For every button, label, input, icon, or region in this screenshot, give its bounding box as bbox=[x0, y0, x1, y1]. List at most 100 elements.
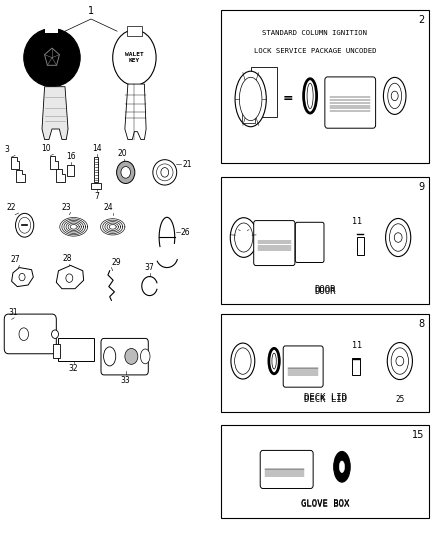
Ellipse shape bbox=[389, 224, 407, 251]
Ellipse shape bbox=[18, 217, 31, 233]
Text: 21: 21 bbox=[182, 160, 191, 169]
Ellipse shape bbox=[383, 77, 406, 115]
Text: 25: 25 bbox=[395, 395, 404, 404]
Ellipse shape bbox=[19, 273, 25, 281]
Text: 11: 11 bbox=[352, 216, 361, 225]
Ellipse shape bbox=[269, 349, 279, 374]
Ellipse shape bbox=[231, 343, 255, 379]
Polygon shape bbox=[42, 87, 68, 140]
Ellipse shape bbox=[304, 79, 317, 113]
Ellipse shape bbox=[156, 164, 173, 181]
Text: 20: 20 bbox=[117, 149, 127, 158]
Ellipse shape bbox=[339, 461, 345, 473]
FancyBboxPatch shape bbox=[283, 346, 323, 387]
Text: LOCK SERVICE PACKAGE UNCODED: LOCK SERVICE PACKAGE UNCODED bbox=[254, 48, 376, 54]
Ellipse shape bbox=[307, 83, 313, 109]
FancyBboxPatch shape bbox=[53, 344, 60, 358]
Ellipse shape bbox=[121, 166, 131, 178]
Text: STANDARD COLUMN IGNITION: STANDARD COLUMN IGNITION bbox=[262, 30, 367, 36]
Text: 28: 28 bbox=[62, 254, 72, 263]
FancyBboxPatch shape bbox=[127, 26, 142, 36]
Bar bbox=[352, 358, 360, 375]
Text: 32: 32 bbox=[69, 365, 78, 373]
Polygon shape bbox=[125, 84, 146, 140]
Text: 15: 15 bbox=[412, 431, 424, 440]
Text: DECK LID: DECK LID bbox=[304, 393, 347, 402]
Bar bbox=[357, 237, 364, 255]
FancyBboxPatch shape bbox=[254, 221, 295, 265]
Text: =: = bbox=[283, 92, 294, 106]
Ellipse shape bbox=[104, 347, 116, 366]
Bar bbox=[95, 157, 99, 182]
Bar bbox=[242, 113, 255, 123]
Bar bbox=[91, 183, 102, 189]
Bar bbox=[221, 314, 429, 412]
Ellipse shape bbox=[161, 167, 169, 177]
Bar bbox=[251, 67, 277, 117]
Ellipse shape bbox=[391, 348, 409, 374]
Text: DOOR: DOOR bbox=[314, 287, 336, 296]
Bar bbox=[221, 425, 429, 518]
Text: 27: 27 bbox=[10, 255, 20, 264]
Text: 26: 26 bbox=[181, 228, 191, 237]
Text: DOOR: DOOR bbox=[314, 285, 336, 294]
Bar bbox=[221, 10, 429, 164]
Ellipse shape bbox=[396, 356, 404, 366]
FancyBboxPatch shape bbox=[325, 77, 376, 128]
Text: 33: 33 bbox=[121, 376, 131, 385]
Text: 11: 11 bbox=[352, 341, 361, 350]
Text: WALET
KEY: WALET KEY bbox=[125, 52, 144, 63]
Polygon shape bbox=[57, 265, 84, 289]
Ellipse shape bbox=[153, 160, 177, 185]
Text: 3: 3 bbox=[5, 146, 10, 155]
Text: 31: 31 bbox=[9, 308, 18, 317]
Text: 2: 2 bbox=[418, 15, 424, 25]
FancyBboxPatch shape bbox=[260, 450, 313, 488]
Ellipse shape bbox=[388, 83, 402, 109]
Ellipse shape bbox=[52, 330, 59, 338]
Polygon shape bbox=[50, 156, 59, 168]
FancyBboxPatch shape bbox=[295, 222, 324, 262]
Text: 16: 16 bbox=[66, 152, 75, 161]
Polygon shape bbox=[16, 170, 25, 182]
Ellipse shape bbox=[235, 348, 251, 374]
Text: 9: 9 bbox=[418, 182, 424, 192]
Ellipse shape bbox=[230, 217, 257, 257]
Ellipse shape bbox=[334, 451, 350, 482]
Text: 23: 23 bbox=[61, 203, 71, 212]
Ellipse shape bbox=[235, 71, 266, 127]
Text: GLOVE BOX: GLOVE BOX bbox=[301, 499, 350, 508]
Ellipse shape bbox=[141, 349, 150, 364]
Ellipse shape bbox=[385, 219, 411, 256]
Bar bbox=[67, 165, 74, 175]
Polygon shape bbox=[12, 268, 33, 287]
Text: 14: 14 bbox=[92, 144, 102, 154]
Bar bbox=[242, 90, 255, 100]
Text: 37: 37 bbox=[145, 263, 155, 272]
Bar bbox=[46, 23, 59, 33]
Text: 1: 1 bbox=[88, 6, 94, 16]
Ellipse shape bbox=[235, 223, 253, 252]
Bar bbox=[221, 176, 429, 303]
Text: DECK LID: DECK LID bbox=[304, 395, 347, 404]
Text: 29: 29 bbox=[112, 257, 121, 266]
Text: 24: 24 bbox=[103, 203, 113, 212]
Ellipse shape bbox=[19, 328, 28, 341]
Ellipse shape bbox=[117, 161, 135, 183]
Text: 22: 22 bbox=[7, 203, 16, 212]
Ellipse shape bbox=[240, 77, 262, 120]
Ellipse shape bbox=[394, 233, 402, 243]
Polygon shape bbox=[57, 169, 65, 182]
Ellipse shape bbox=[24, 29, 80, 87]
FancyBboxPatch shape bbox=[4, 314, 57, 354]
Ellipse shape bbox=[66, 274, 73, 282]
Ellipse shape bbox=[391, 91, 398, 101]
Ellipse shape bbox=[15, 213, 34, 237]
Bar bbox=[59, 338, 94, 361]
Text: 7: 7 bbox=[94, 192, 99, 201]
Ellipse shape bbox=[272, 353, 276, 369]
Text: 8: 8 bbox=[418, 319, 424, 329]
Text: GLOVE BOX: GLOVE BOX bbox=[301, 500, 350, 509]
Ellipse shape bbox=[113, 30, 156, 85]
Text: 10: 10 bbox=[42, 144, 51, 154]
